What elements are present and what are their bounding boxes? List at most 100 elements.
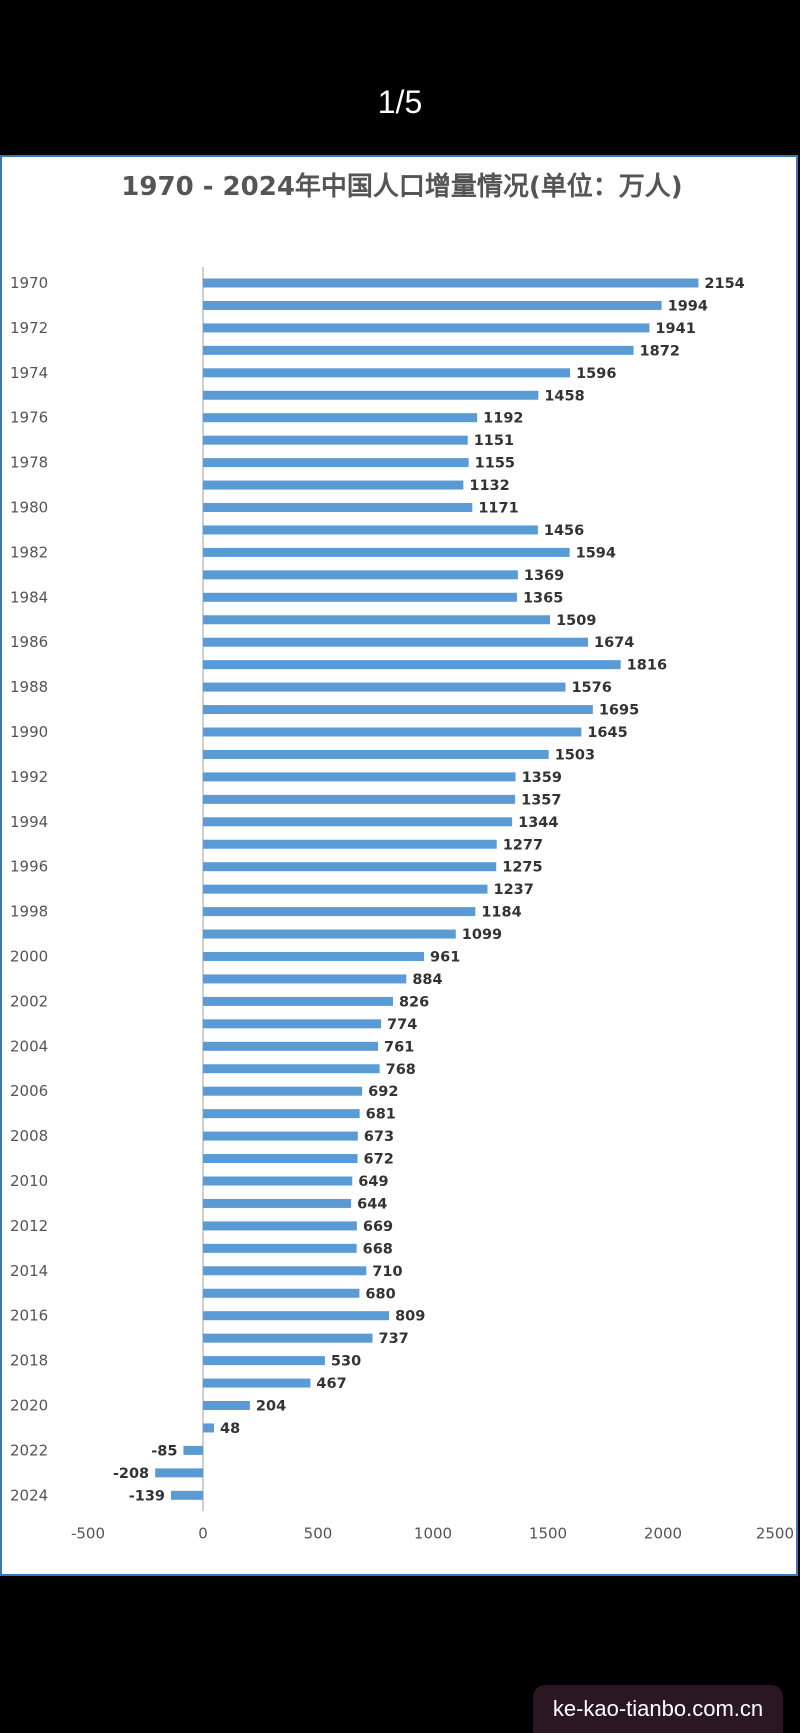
year-label-1980: 1980 — [10, 499, 48, 517]
chart-frame: 1970 - 2024年中国人口增量情况(单位：万人) 2154 1970 1994… — [0, 155, 798, 1576]
x-tick-label: 1000 — [414, 1524, 452, 1542]
year-label-1998: 1998 — [10, 903, 48, 921]
year-label-1990: 1990 — [10, 723, 48, 741]
year-label-1994: 1994 — [10, 813, 48, 831]
value-label-2010: 649 — [358, 1174, 388, 1190]
year-label-2020: 2020 — [10, 1397, 48, 1415]
value-label-2008: 673 — [364, 1129, 394, 1145]
bar-2000 — [203, 952, 425, 961]
value-label-1981: 1456 — [544, 523, 584, 539]
bar-2016 — [203, 1311, 390, 1321]
year-label-2004: 2004 — [10, 1037, 48, 1055]
value-label-2022: -85 — [151, 1443, 177, 1459]
bar-1984 — [203, 592, 517, 602]
bar-2005 — [203, 1064, 380, 1074]
chart-title: 1970 - 2024年中国人口增量情况(单位：万人) — [121, 171, 682, 202]
bar-1981 — [203, 525, 538, 535]
value-label-1974: 1596 — [576, 366, 616, 382]
bar-2018 — [203, 1356, 325, 1366]
bar-2011 — [203, 1198, 352, 1208]
year-label-1986: 1986 — [10, 633, 48, 651]
value-label-2000: 961 — [430, 950, 460, 966]
year-label-2010: 2010 — [10, 1172, 48, 1190]
bar-1996 — [203, 862, 497, 872]
bar-1979 — [203, 480, 464, 490]
year-label-2014: 2014 — [10, 1262, 48, 1280]
year-label-2000: 2000 — [10, 948, 48, 966]
bar-1993 — [203, 794, 516, 804]
value-label-1987: 1816 — [627, 658, 667, 674]
bar-1988 — [203, 682, 566, 692]
value-label-2012: 669 — [363, 1219, 393, 1235]
value-label-1998: 1184 — [481, 905, 521, 921]
bar-2012 — [203, 1221, 357, 1231]
bar-1992 — [203, 772, 516, 782]
value-label-2004: 761 — [384, 1039, 414, 1055]
value-label-1971: 1994 — [668, 298, 708, 314]
year-label-2008: 2008 — [10, 1127, 48, 1145]
value-label-2023: -208 — [113, 1466, 149, 1482]
year-label-1992: 1992 — [10, 768, 48, 786]
value-label-1975: 1458 — [544, 388, 584, 404]
bar-2020 — [203, 1401, 250, 1410]
value-label-2015: 680 — [365, 1286, 395, 1302]
value-label-2017: 737 — [379, 1331, 409, 1347]
bar-1985 — [203, 615, 551, 625]
value-label-1999: 1099 — [462, 927, 502, 943]
value-label-2001: 884 — [412, 972, 442, 988]
value-label-2006: 692 — [368, 1084, 398, 1100]
bar-2007 — [203, 1109, 360, 1119]
value-label-1990: 1645 — [587, 725, 627, 741]
value-label-1983: 1369 — [524, 568, 564, 584]
year-label-2024: 2024 — [10, 1486, 48, 1504]
bar-2010 — [203, 1176, 353, 1186]
year-label-1970: 1970 — [10, 274, 48, 292]
bar-2017 — [203, 1333, 373, 1343]
bar-1997 — [203, 884, 488, 894]
bar-1990 — [203, 727, 582, 737]
bar-2002 — [203, 996, 393, 1006]
x-tick-label: 2500 — [756, 1524, 794, 1542]
watermark-badge: ke-kao-tianbo.com.cn — [533, 1685, 783, 1733]
value-label-1970: 2154 — [704, 276, 744, 292]
value-label-2021: 48 — [220, 1421, 240, 1437]
value-label-2002: 826 — [399, 994, 429, 1010]
value-label-1979: 1132 — [469, 478, 509, 494]
x-tick-label: 0 — [198, 1524, 208, 1542]
value-label-1988: 1576 — [571, 680, 611, 696]
value-label-1980: 1171 — [478, 501, 518, 517]
value-label-2003: 774 — [387, 1017, 417, 1033]
bar-1983 — [203, 570, 518, 580]
bar-2009 — [203, 1154, 358, 1164]
bar-1999 — [203, 929, 456, 939]
value-label-2019: 467 — [316, 1376, 346, 1392]
bar-1982 — [203, 547, 570, 557]
value-label-1982: 1594 — [576, 545, 616, 561]
value-label-1977: 1151 — [474, 433, 514, 449]
bar-1991 — [203, 749, 549, 759]
bar-1978 — [203, 458, 469, 468]
value-label-1995: 1277 — [503, 837, 543, 853]
bar-1975 — [203, 390, 539, 400]
bar-1973 — [203, 345, 634, 355]
year-label-2018: 2018 — [10, 1352, 48, 1370]
year-label-2006: 2006 — [10, 1082, 48, 1100]
bar-1995 — [203, 839, 497, 849]
bar-1972 — [203, 323, 650, 333]
bar-2024 — [171, 1490, 203, 1500]
value-label-1978: 1155 — [475, 456, 515, 472]
year-label-2016: 2016 — [10, 1307, 48, 1325]
value-label-1973: 1872 — [640, 343, 680, 359]
value-label-2016: 809 — [395, 1309, 425, 1325]
value-label-2005: 768 — [386, 1062, 416, 1078]
value-label-1986: 1674 — [594, 635, 634, 651]
bar-2021 — [203, 1423, 215, 1433]
value-label-1992: 1359 — [522, 770, 562, 786]
bar-2022 — [183, 1445, 203, 1455]
bar-1998 — [203, 907, 476, 917]
year-label-1978: 1978 — [10, 454, 48, 472]
value-label-2007: 681 — [366, 1107, 396, 1123]
year-label-1976: 1976 — [10, 409, 48, 427]
value-label-2018: 530 — [331, 1354, 361, 1370]
x-tick-label: 1500 — [529, 1524, 567, 1542]
